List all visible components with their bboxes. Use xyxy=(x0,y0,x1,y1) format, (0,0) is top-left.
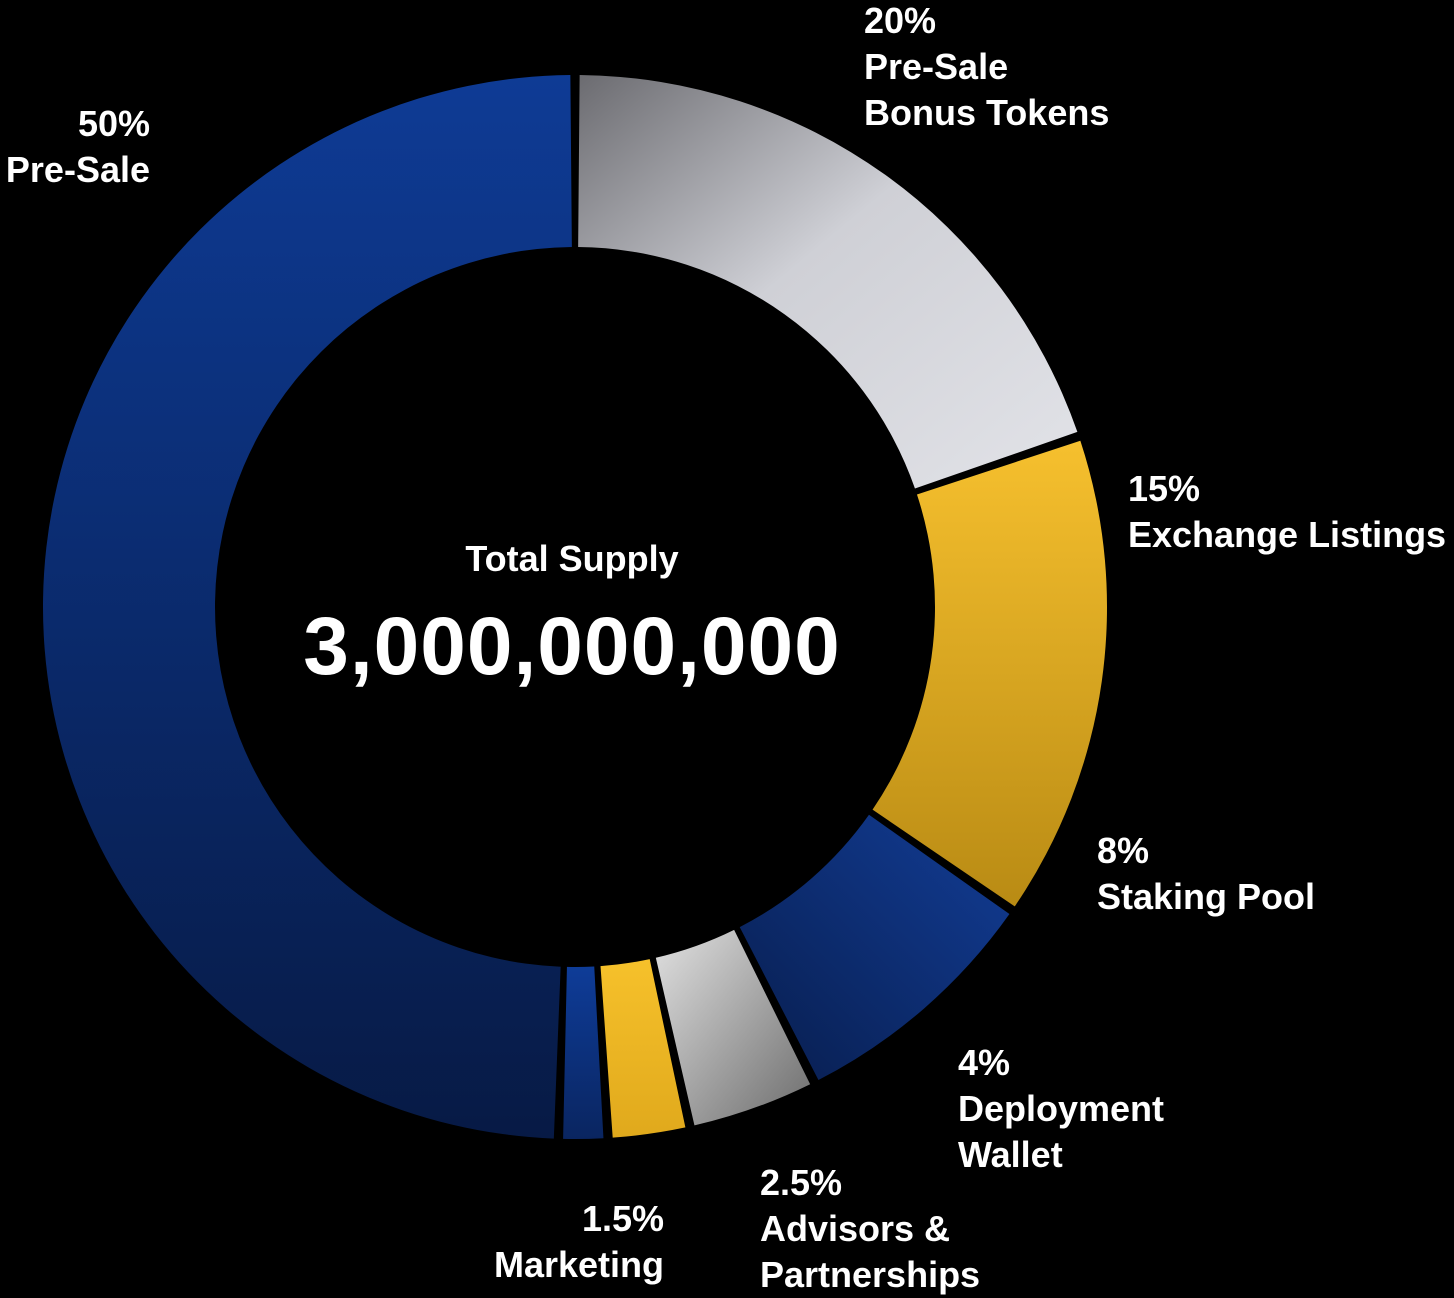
label-exchange-percent: 15% xyxy=(1128,468,1201,509)
label-presale: 50% Pre-Sale xyxy=(6,101,150,193)
label-bonus-tokens: 20% Pre-Sale Bonus Tokens xyxy=(864,0,1109,136)
label-deployment-percent: 4% xyxy=(958,1042,1011,1083)
label-bonus-name-1: Pre-Sale xyxy=(864,46,1009,87)
label-marketing-percent: 1.5% xyxy=(581,1198,664,1239)
label-presale-name: Pre-Sale xyxy=(5,149,150,190)
center-total-supply-value: 3,000,000,000 xyxy=(303,601,841,692)
slice-marketing xyxy=(563,966,604,1139)
label-marketing: 1.5% Marketing xyxy=(494,1196,664,1288)
label-bonus-name-2: Bonus Tokens xyxy=(864,92,1110,133)
label-staking-name: Staking Pool xyxy=(1097,876,1316,917)
label-advisors-percent: 2.5% xyxy=(760,1162,843,1203)
label-presale-percent: 50% xyxy=(77,103,150,144)
center-title: Total Supply xyxy=(465,538,679,579)
slice-deployment-wallet xyxy=(655,929,811,1126)
label-bonus-percent: 20% xyxy=(864,0,937,41)
label-advisors-name-1: Advisors & xyxy=(760,1208,951,1249)
label-advisors-name-2: Partnerships xyxy=(760,1254,981,1295)
label-exchange-name: Exchange Listings xyxy=(1128,514,1447,555)
label-deployment-name-1: Deployment xyxy=(958,1088,1165,1129)
label-exchange-listings: 15% Exchange Listings xyxy=(1128,466,1446,558)
label-deployment-name-2: Wallet xyxy=(958,1134,1063,1175)
slice-presale xyxy=(43,75,572,1139)
label-deployment-wallet: 4% Deployment Wallet xyxy=(958,1040,1164,1178)
slice-advisors-partnerships xyxy=(600,959,686,1138)
slice-exchange-listings xyxy=(872,440,1107,907)
slice-staking-pool xyxy=(739,814,1010,1081)
label-staking-percent: 8% xyxy=(1097,830,1150,871)
slice-bonus-tokens xyxy=(578,75,1078,489)
label-marketing-name: Marketing xyxy=(493,1244,664,1285)
label-advisors-partnerships: 2.5% Advisors & Partnerships xyxy=(760,1160,980,1298)
label-staking-pool: 8% Staking Pool xyxy=(1097,828,1315,920)
